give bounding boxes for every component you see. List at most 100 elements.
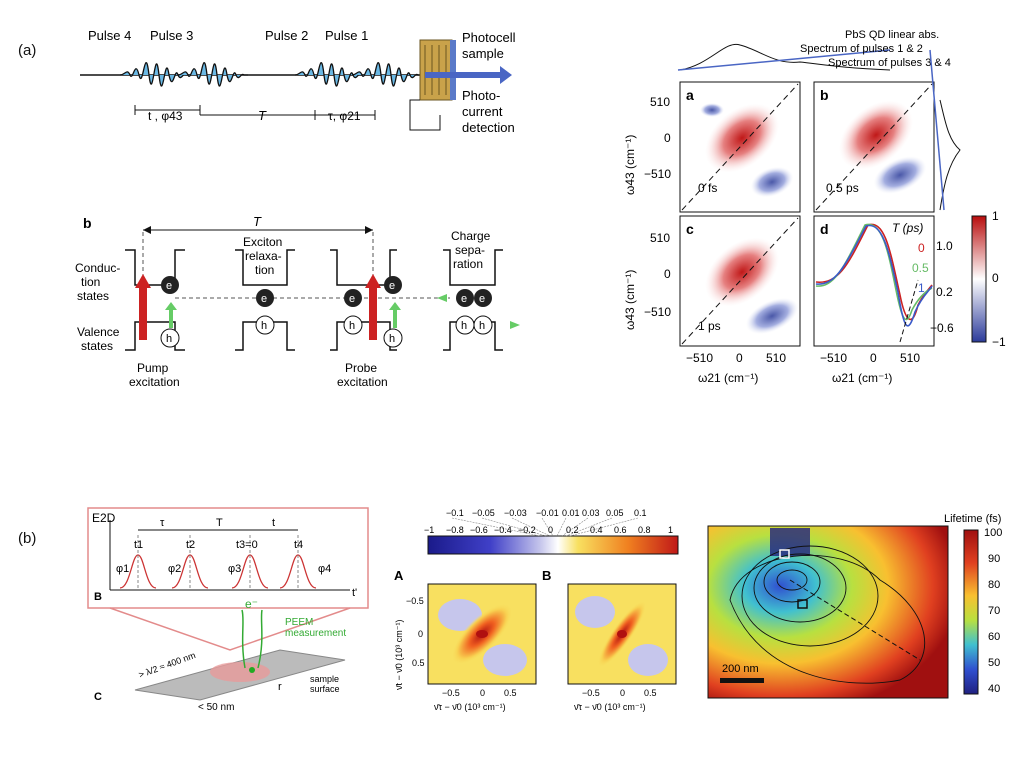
twod-xlabel-c: ω21 (cm⁻¹) <box>698 371 758 385</box>
svg-text:0: 0 <box>736 351 743 365</box>
lifetime-heatmap <box>707 525 949 699</box>
linear-abs-top <box>679 43 891 71</box>
svg-text:sample: sample <box>310 674 339 684</box>
twod-spectra-figure: PbS QD linear abs. Spectrum of pulses 1 … <box>623 29 1006 385</box>
svg-text:−1: −1 <box>424 525 434 535</box>
svg-text:states: states <box>77 289 109 303</box>
svg-text:t1: t1 <box>134 539 143 551</box>
roi-black <box>797 599 808 609</box>
svg-text:Pump: Pump <box>137 361 169 375</box>
contours <box>729 545 925 684</box>
svg-text:tion: tion <box>81 275 100 289</box>
svg-text:states: states <box>81 339 113 353</box>
svg-text:50: 50 <box>988 657 1000 669</box>
green-arrows <box>165 294 520 329</box>
inset-box <box>87 507 369 609</box>
svg-text:0.1: 0.1 <box>634 508 647 518</box>
svg-text:0: 0 <box>548 525 553 535</box>
svg-text:measurement: measurement <box>285 628 346 639</box>
svg-text:0: 0 <box>664 267 671 281</box>
svg-text:e: e <box>166 280 172 292</box>
T-label: T <box>258 108 267 123</box>
svg-text:surface: surface <box>310 684 340 694</box>
svg-text:1 ps: 1 ps <box>698 319 721 333</box>
svg-text:Probe: Probe <box>345 361 377 375</box>
svg-text:0 fs: 0 fs <box>698 181 717 195</box>
svg-text:Charge: Charge <box>451 229 491 243</box>
delay-brackets <box>134 105 376 120</box>
svg-text:0: 0 <box>870 351 877 365</box>
colormap-panel-A <box>427 583 537 685</box>
svg-text:200 nm: 200 nm <box>722 663 759 675</box>
energy-level-figure: b T e e e e e e hh hhh h Conduc-tionstates… <box>75 214 520 389</box>
legend-linear-abs: PbS QD linear abs. <box>845 29 939 41</box>
electrons: e e e e e e <box>161 276 492 307</box>
svg-text:excitation: excitation <box>129 375 180 389</box>
svg-text:−0.03: −0.03 <box>504 508 527 518</box>
svg-text:80: 80 <box>988 579 1000 591</box>
svg-text:1: 1 <box>918 281 925 295</box>
svg-text:r: r <box>278 681 282 693</box>
colormap-y-ticks: −0.5 0 0.5 <box>406 596 425 668</box>
colormap-figure: −0.1 −0.05 −0.03 −0.01 0.01 0.03 0.05 0.1 −1 −0… <box>394 508 679 712</box>
roi-white <box>779 549 790 559</box>
svg-text:PEEM: PEEM <box>285 617 313 628</box>
svg-text:−0.2: −0.2 <box>518 525 536 535</box>
svg-text:−0.6: −0.6 <box>930 321 954 335</box>
svg-text:Conduc-: Conduc- <box>75 261 120 275</box>
svg-text:−0.05: −0.05 <box>472 508 495 518</box>
svg-text:−0.5: −0.5 <box>582 688 600 698</box>
svg-text:E2D: E2D <box>92 511 116 525</box>
svg-text:T (ps): T (ps) <box>892 221 923 235</box>
hole-labels: hh hhh h <box>166 320 485 345</box>
panel-d: d T (ps) 0 0.5 1 <box>813 215 935 347</box>
colormap-x-ticks-B: −0.5 0 0.5 <box>582 688 657 698</box>
svg-text:0.5: 0.5 <box>504 688 517 698</box>
svg-text:−0.1: −0.1 <box>446 508 464 518</box>
svg-text:e: e <box>479 293 485 305</box>
svg-text:t': t' <box>352 587 357 599</box>
svg-text:−510: −510 <box>820 351 847 365</box>
twod-colorbar <box>971 215 987 343</box>
scalebar <box>720 678 764 683</box>
pulse1-label: Pulse 1 <box>325 28 368 43</box>
svg-text:< 50 nm: < 50 nm <box>198 702 234 713</box>
svg-text:T: T <box>216 517 223 529</box>
lifetime-colorbar <box>963 529 979 695</box>
t-phi43-label: t , φ43 <box>148 109 183 123</box>
panel-a: a 0 fs <box>679 81 801 213</box>
svg-text:h: h <box>461 320 467 332</box>
svg-text:0: 0 <box>620 688 625 698</box>
svg-text:0: 0 <box>480 688 485 698</box>
svg-text:τ: τ <box>160 517 165 529</box>
part-label-a: (a) <box>18 42 37 59</box>
svg-text:60: 60 <box>988 631 1000 643</box>
svg-text:0.05: 0.05 <box>606 508 624 518</box>
current-label: current <box>462 104 503 119</box>
svg-text:−0.8: −0.8 <box>446 525 464 535</box>
svg-text:1.0: 1.0 <box>936 239 953 253</box>
svg-text:φ1: φ1 <box>116 563 129 575</box>
svg-text:relaxa-: relaxa- <box>245 249 282 263</box>
pulse-spectrum-top <box>677 49 891 71</box>
svg-text:ration: ration <box>453 257 483 271</box>
twod-x-ticks: −510 0 510 −510 0 510 <box>686 351 920 365</box>
electron-paths <box>241 609 263 669</box>
pulse4-label: Pulse 4 <box>88 28 131 43</box>
pulse3-label: Pulse 3 <box>150 28 193 43</box>
twod-y-ticks: 510 0 −510 510 0 −510 <box>644 95 671 319</box>
photo-label: Photo- <box>462 88 500 103</box>
svg-text:1: 1 <box>668 525 673 535</box>
svg-text:h: h <box>166 333 172 345</box>
svg-text:t4: t4 <box>294 539 303 551</box>
bottom-ticks: −1 −0.8 −0.6 −0.4 −0.2 0 0.2 0.4 0.6 0.8 1 <box>424 525 673 535</box>
svg-text:e: e <box>461 293 467 305</box>
holes <box>160 315 493 348</box>
pulse2-label: Pulse 2 <box>265 28 308 43</box>
top-ticks: −0.1 −0.05 −0.03 −0.01 0.01 0.03 0.05 0.1 <box>446 508 647 518</box>
svg-text:0.6: 0.6 <box>614 525 627 535</box>
legend-pulses-34: Spectrum of pulses 3 & 4 <box>828 57 951 69</box>
svg-text:0.2: 0.2 <box>936 285 953 299</box>
panel-c: c 1 ps <box>679 215 801 347</box>
svg-text:h: h <box>261 320 267 332</box>
